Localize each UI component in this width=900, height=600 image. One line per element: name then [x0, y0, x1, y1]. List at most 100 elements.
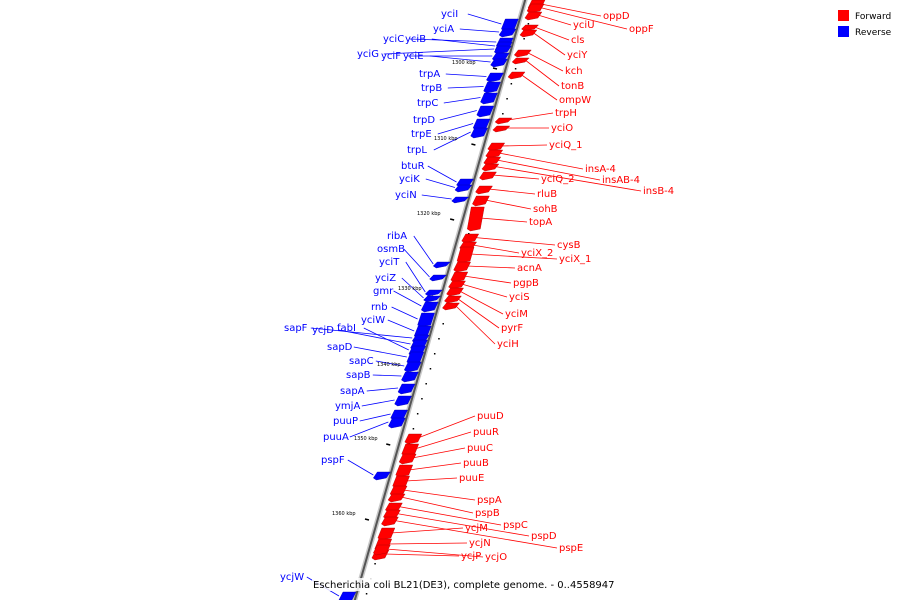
gene-label-ycif[interactable]: yciF — [381, 51, 401, 62]
gene-arrow-puub[interactable] — [395, 464, 414, 478]
gene-arrow-sapa[interactable] — [397, 383, 416, 395]
gene-arrow-riba[interactable] — [432, 261, 451, 269]
gene-arrow-ycie[interactable] — [490, 58, 508, 68]
gene-label-trpa[interactable]: trpA — [419, 69, 440, 80]
gene-label-oppd[interactable]: oppD — [603, 11, 630, 22]
gene-label-ycis[interactable]: yciS — [509, 292, 530, 303]
gene-arrow-yciy[interactable] — [519, 29, 538, 38]
gene-label-rnb[interactable]: rnb — [371, 302, 388, 313]
gene-label-ymja[interactable]: ymjA — [335, 401, 360, 412]
gene-label-ycjw[interactable]: ycjW — [280, 572, 304, 583]
gene-arrow-ycin[interactable] — [451, 196, 470, 204]
gene-arrow-trpd[interactable] — [476, 105, 495, 118]
gene-label-ycie[interactable]: yciE — [403, 51, 424, 62]
gene-label-insab-4[interactable]: insAB-4 — [602, 175, 640, 186]
gene-arrow-trpb[interactable] — [483, 81, 501, 94]
gene-arrow-topa[interactable] — [467, 206, 485, 232]
gene-label-trpb[interactable]: trpB — [421, 83, 442, 94]
gene-label-ycig[interactable]: yciG — [357, 49, 379, 60]
gene-label-trpd[interactable]: trpD — [413, 115, 435, 126]
gene-arrow-trpc[interactable] — [480, 92, 498, 105]
gene-label-yciy[interactable]: yciY — [567, 50, 588, 61]
gene-label-trpe[interactable]: trpE — [411, 129, 432, 140]
gene-label-trpl[interactable]: trpL — [407, 145, 427, 156]
gene-arrow-yciq-2[interactable] — [479, 171, 497, 181]
gene-arrow-ycio[interactable] — [492, 125, 511, 133]
gene-label-ycib[interactable]: yciB — [405, 34, 426, 45]
gene-label-ycic[interactable]: yciC — [383, 34, 404, 45]
gene-arrow-ycjo[interactable] — [373, 544, 391, 556]
gene-label-ycih[interactable]: yciH — [497, 339, 519, 350]
gene-label-pspc[interactable]: pspC — [503, 520, 528, 531]
gene-label-ycii[interactable]: yciI — [441, 9, 458, 20]
gene-arrow-ycik[interactable] — [454, 184, 473, 193]
gene-arrow-cysb[interactable] — [461, 233, 480, 244]
gene-label-ycio[interactable]: yciO — [551, 123, 573, 134]
gene-arrow-tonb[interactable] — [511, 57, 530, 65]
gene-label-osmb[interactable]: osmB — [377, 244, 405, 255]
gene-label-pspe[interactable]: pspE — [559, 543, 583, 554]
gene-arrow-yciu[interactable] — [524, 11, 543, 21]
gene-label-pyrf[interactable]: pyrF — [501, 323, 523, 334]
gene-label-acna[interactable]: acnA — [517, 263, 542, 274]
gene-label-oppf[interactable]: oppF — [629, 24, 654, 35]
gene-label-gmr[interactable]: gmr — [373, 286, 394, 297]
gene-label-pgpb[interactable]: pgpB — [513, 278, 539, 289]
gene-label-rlub[interactable]: rluB — [537, 189, 557, 200]
gene-label-ycix-2[interactable]: yciX_2 — [521, 248, 553, 259]
gene-arrow-trpl[interactable] — [470, 127, 489, 139]
gene-label-ycjp[interactable]: ycjP — [461, 551, 481, 562]
gene-label-sapc[interactable]: sapC — [349, 356, 374, 367]
gene-label-pspd[interactable]: pspD — [531, 531, 557, 542]
gene-label-sapd[interactable]: sapD — [327, 342, 353, 353]
gene-label-fabi[interactable]: fabI — [337, 323, 356, 334]
gene-label-ycjn[interactable]: ycjN — [469, 538, 491, 549]
gene-arrow-ycjm[interactable] — [377, 527, 396, 541]
gene-label-puuc[interactable]: puuC — [467, 443, 493, 454]
gene-arrow-pspb[interactable] — [387, 493, 406, 503]
gene-label-riba[interactable]: ribA — [387, 231, 407, 242]
gene-label-ycia[interactable]: yciA — [433, 24, 454, 35]
gene-label-trpc[interactable]: trpC — [417, 98, 438, 109]
gene-label-kch[interactable]: kch — [565, 66, 583, 77]
gene-label-ycjd[interactable]: ycjD — [312, 325, 334, 336]
gene-arrow-yciz[interactable] — [423, 295, 442, 303]
gene-arrow-osmb[interactable] — [429, 274, 448, 282]
gene-label-ycim[interactable]: yciM — [505, 309, 528, 320]
gene-label-puua[interactable]: puuA — [323, 432, 349, 443]
gene-arrow-ymja[interactable] — [394, 395, 412, 407]
gene-arrow-trpa[interactable] — [486, 72, 504, 83]
gene-label-sapf[interactable]: sapF — [284, 323, 308, 334]
gene-arrow-sapc[interactable] — [404, 361, 422, 373]
gene-arrow-ompw[interactable] — [507, 71, 526, 80]
gene-label-cysb[interactable]: cysB — [557, 240, 581, 251]
gene-arrow-puua[interactable] — [388, 417, 406, 429]
gene-arrow-gmr[interactable] — [421, 301, 439, 313]
gene-arrow-ycjw[interactable] — [338, 591, 357, 600]
gene-label-yciw[interactable]: yciW — [361, 315, 385, 326]
gene-arrow-puud[interactable] — [404, 433, 423, 445]
gene-label-trph[interactable]: trpH — [555, 108, 577, 119]
gene-arrow-ycia[interactable] — [498, 28, 517, 38]
gene-label-puur[interactable]: puuR — [473, 427, 499, 438]
gene-arrow-ycix-1[interactable] — [456, 246, 475, 264]
gene-label-pspf[interactable]: pspF — [321, 455, 345, 466]
gene-arrow-trph[interactable] — [494, 117, 513, 125]
gene-label-puub[interactable]: puuB — [463, 458, 489, 469]
gene-label-pspb[interactable]: pspB — [475, 508, 500, 519]
gene-arrow-sapb[interactable] — [401, 371, 419, 383]
gene-arrow-insb-4[interactable] — [481, 163, 500, 172]
gene-label-ycix-1[interactable]: yciX_1 — [559, 254, 591, 265]
gene-label-tonb[interactable]: tonB — [561, 81, 584, 92]
gene-label-insa-4[interactable]: insA-4 — [585, 164, 616, 175]
gene-label-ycjm[interactable]: ycjM — [465, 523, 488, 534]
gene-label-btur[interactable]: btuR — [401, 161, 425, 172]
gene-label-yciz[interactable]: yciZ — [375, 273, 396, 284]
gene-arrow-ycim[interactable] — [446, 287, 464, 297]
gene-arrow-kch[interactable] — [513, 49, 532, 58]
gene-label-yciq-1[interactable]: yciQ_1 — [549, 140, 582, 151]
gene-arrow-pspf[interactable] — [373, 471, 391, 481]
gene-label-yciq-2[interactable]: yciQ_2 — [541, 174, 574, 185]
gene-label-yciu[interactable]: yciU — [573, 20, 595, 31]
gene-label-puup[interactable]: puuP — [333, 416, 358, 427]
